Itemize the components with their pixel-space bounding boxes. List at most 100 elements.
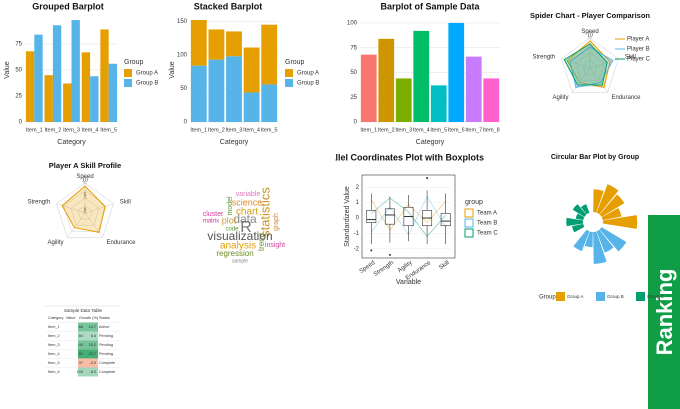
x-tick-label: Item_3	[63, 127, 80, 133]
legend-title: Group	[539, 295, 556, 301]
legend-key	[464, 208, 474, 218]
x-tick-label: Item_8	[483, 127, 500, 133]
radar-axis	[589, 67, 608, 93]
r-tick-label: 5	[84, 192, 87, 198]
axis-label: Skill	[625, 54, 636, 60]
bar-segment	[261, 24, 278, 85]
bar	[465, 56, 482, 122]
radar-grid	[568, 45, 612, 87]
legend-label: Group A	[297, 71, 319, 77]
y-tick-label: 0	[356, 216, 360, 222]
x-tick-label: Item_6	[448, 127, 465, 133]
x-tick-label: Item_2	[378, 127, 395, 133]
table-cell: 91	[79, 352, 83, 356]
box	[366, 210, 377, 223]
y-tick-label: 2	[356, 185, 360, 191]
legend-key	[124, 79, 132, 87]
word: trend	[257, 233, 266, 251]
table-cell: 14.7	[89, 325, 96, 329]
legend-key	[464, 228, 474, 238]
bar	[71, 20, 80, 122]
table-cell: 6.6	[91, 334, 96, 338]
bar-segment	[243, 92, 260, 122]
legend-key	[464, 218, 474, 228]
x-axis-title: Variable	[396, 279, 421, 286]
word: code	[225, 227, 239, 233]
radar-axis	[84, 212, 103, 238]
table-cell: -3.5	[89, 361, 96, 365]
y-tick-label: 25	[15, 94, 22, 100]
bar-segment	[208, 29, 225, 60]
axis-label: Speed	[76, 174, 93, 180]
radial-bar	[572, 204, 587, 217]
word: analysis	[220, 241, 256, 252]
y-tick-label: -1	[354, 231, 360, 237]
legend-key	[636, 292, 645, 301]
bar	[108, 63, 118, 122]
word: science	[232, 197, 263, 207]
bar-segment	[226, 56, 242, 122]
legend-label: Team A	[477, 211, 497, 217]
radial-bar	[580, 204, 590, 215]
axis-label: Agility	[47, 240, 63, 246]
y-tick-label: 0	[184, 120, 188, 126]
radial-bar	[599, 194, 625, 217]
bar	[100, 29, 109, 122]
bar	[430, 85, 447, 122]
table-cell: Pending	[99, 343, 113, 347]
axis-label: Strength	[28, 199, 51, 205]
y-tick-label: 50	[350, 70, 357, 76]
axis-label: Skill	[120, 199, 131, 205]
chart-title: Barplot of Sample Data	[380, 1, 480, 11]
chart-title: Player A Skill Profile	[49, 161, 121, 170]
table-cell: Item_6	[48, 370, 60, 374]
legend-label: Team C	[477, 231, 498, 237]
word: plot	[222, 215, 237, 225]
table-header: Status	[99, 316, 110, 320]
table-cell: 68	[79, 325, 83, 329]
legend-title: Group	[285, 59, 305, 66]
bar	[44, 75, 53, 122]
x-tick-label: Item_5	[430, 127, 447, 133]
word: regression	[216, 249, 253, 258]
legend-label: Group A	[567, 294, 584, 299]
bar	[25, 51, 35, 122]
radial-bar	[584, 231, 593, 248]
word: chart	[236, 207, 258, 218]
table-cell: 37	[79, 361, 83, 365]
table-cell: 8.2	[91, 370, 96, 374]
radial-bar	[599, 227, 627, 252]
word: matrix	[203, 219, 219, 225]
y-tick-label: 75	[15, 42, 22, 48]
legend-label: Group C	[647, 294, 665, 299]
radial-bar	[575, 213, 585, 221]
x-tick-label: Item_4	[413, 127, 430, 133]
axis-label: Endurance	[612, 95, 642, 101]
radar-area	[563, 43, 608, 86]
growth-cell	[78, 358, 98, 368]
bar	[413, 30, 430, 122]
y-tick-label: 0	[19, 120, 23, 126]
x-axis-title: Category	[57, 139, 86, 146]
chart-title: Circular Bar Plot by Group	[551, 154, 639, 161]
word: cluster	[203, 211, 224, 218]
table-cell: 44	[79, 343, 83, 347]
bar	[483, 78, 500, 122]
y-tick-label: -2	[354, 246, 360, 252]
radar-area	[61, 185, 106, 234]
legend-label: Group A	[136, 71, 158, 77]
radar-grid	[63, 190, 107, 232]
y-tick-label: 150	[177, 19, 188, 25]
legend-label: Group B	[297, 81, 319, 87]
bar-segment	[261, 84, 278, 122]
radar-axis	[67, 212, 86, 238]
y-tick-label: 50	[15, 68, 22, 74]
banner-label: Ranking	[652, 269, 677, 356]
legend-key	[596, 292, 605, 301]
bar	[90, 76, 99, 122]
legend-title: Group	[124, 59, 144, 66]
y-tick-label: 0	[354, 120, 358, 126]
y-tick-label: 100	[177, 52, 188, 58]
table-cell: Item_3	[48, 343, 60, 347]
